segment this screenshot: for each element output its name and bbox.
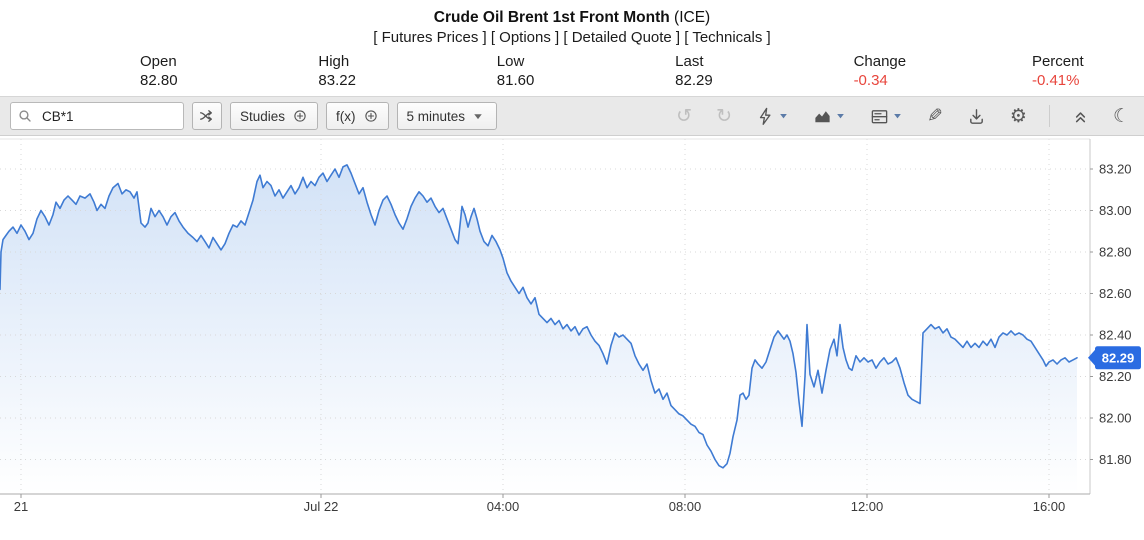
x-axis[interactable]: 21 Jul 22 04:00 08:00 12:00 16:00 (14, 494, 1066, 514)
studies-button-label: Studies (240, 108, 286, 124)
stat-last-label: Last (675, 53, 704, 70)
exchange-suffix: (ICE) (669, 9, 711, 26)
svg-text:83.20: 83.20 (1099, 162, 1132, 177)
dark-mode-moon-icon: ☾ (1112, 104, 1130, 127)
stat-change-value: -0.34 (853, 72, 888, 89)
stat-change-label: Change (853, 53, 907, 70)
svg-text:16:00: 16:00 (1033, 499, 1066, 514)
function-button-label: f(x) (336, 108, 356, 124)
plus-circle-icon (363, 108, 379, 124)
stat-percent-value: -0.41% (1031, 72, 1080, 89)
caret-down-icon (778, 112, 789, 120)
instrument-title: Crude Oil Brent 1st Front Month (ICE) (0, 8, 1144, 28)
chart-gridlines (0, 139, 1090, 494)
chart-type-icon (813, 107, 832, 126)
last-price-badge[interactable]: 82.29 (1088, 346, 1141, 370)
draw-pencil-icon: ✎ (926, 104, 943, 127)
svg-text:82.00: 82.00 (1099, 411, 1132, 426)
collapse-chevrons-icon (1072, 108, 1089, 125)
caret-down-icon (835, 112, 846, 120)
stat-open-value: 82.80 (140, 72, 178, 89)
stat-high-value: 83.22 (318, 72, 356, 89)
search-icon (17, 108, 34, 125)
events-lightning-icon (756, 107, 775, 126)
undo-icon: ↺ (676, 104, 693, 127)
svg-text:82.29: 82.29 (1102, 351, 1135, 366)
svg-text:83.00: 83.00 (1099, 203, 1132, 218)
settings-gear-icon: ⚙ (1009, 104, 1027, 127)
compare-button[interactable] (192, 102, 222, 130)
download-button[interactable] (955, 107, 998, 126)
stat-last: Last 82.29 (675, 52, 745, 90)
svg-text:82.40: 82.40 (1099, 328, 1132, 343)
quote-stats-row: Open 82.80 High 83.22 Low 81.60 Last 82.… (0, 48, 1144, 90)
stat-low-label: Low (496, 53, 525, 70)
undo-button[interactable]: ↺ (664, 104, 704, 127)
svg-text:21: 21 (14, 499, 28, 514)
caret-down-icon (892, 112, 903, 120)
svg-text:81.80: 81.80 (1099, 452, 1132, 467)
stat-percent: Percent -0.41% (1032, 52, 1102, 90)
toolbar-divider (1048, 105, 1050, 127)
redo-icon: ↻ (716, 104, 732, 127)
quote-header: Crude Oil Brent 1st Front Month (ICE) [ … (0, 0, 1144, 90)
svg-text:04:00: 04:00 (487, 499, 520, 514)
chart-toolbar: Studies f(x) 5 minutes ↺ (0, 96, 1144, 136)
plot-borders (0, 138, 1091, 495)
stat-high: High 83.22 (318, 52, 388, 90)
svg-text:82.20: 82.20 (1099, 369, 1132, 384)
dark-mode-button[interactable]: ☾ (1101, 104, 1132, 127)
price-area (0, 164, 1077, 494)
compare-shuffle-icon (198, 107, 216, 125)
chart-type-button[interactable] (801, 107, 858, 126)
layout-panels-icon (870, 107, 889, 126)
stat-change: Change -0.34 (854, 52, 924, 90)
toolbar-left-group: Studies f(x) 5 minutes (0, 102, 498, 130)
caret-down-icon (472, 112, 484, 121)
download-icon (967, 107, 986, 126)
stat-low-value: 81.60 (496, 72, 535, 89)
svg-text:08:00: 08:00 (669, 499, 702, 514)
price-line (0, 164, 1078, 469)
symbol-search-box[interactable] (10, 102, 184, 130)
function-button[interactable]: f(x) (326, 102, 389, 130)
quote-links[interactable]: [ Futures Prices ] [ Options ] [ Detaile… (373, 29, 771, 46)
svg-text:12:00: 12:00 (851, 499, 884, 514)
instrument-name: Crude Oil Brent 1st Front Month (433, 9, 670, 26)
svg-text:82.80: 82.80 (1099, 245, 1132, 260)
stat-high-label: High (318, 53, 350, 70)
symbol-search-input[interactable] (40, 107, 164, 125)
draw-button[interactable]: ✎ (915, 104, 955, 127)
svg-text:82.60: 82.60 (1099, 286, 1132, 301)
plus-circle-icon (292, 108, 308, 124)
stat-low: Low 81.60 (497, 52, 567, 90)
collapse-button[interactable] (1060, 108, 1101, 125)
toolbar-right-group: ↺ ↻ (664, 105, 1144, 127)
svg-text:Jul 22: Jul 22 (304, 499, 339, 514)
y-axis[interactable]: 83.20 83.00 82.80 82.60 82.40 82.20 82.00 81.80 (1090, 162, 1132, 468)
interval-select-label: 5 minutes (406, 108, 466, 124)
stat-open-label: Open (140, 53, 177, 70)
stat-open: Open 82.80 (140, 52, 210, 90)
studies-button[interactable]: Studies (230, 102, 319, 130)
interval-select[interactable]: 5 minutes (396, 102, 498, 130)
stat-last-value: 82.29 (675, 72, 713, 89)
price-chart[interactable]: 21 Jul 22 04:00 08:00 12:00 16:00 83.20 83.00 82… (0, 136, 1144, 524)
stat-percent-label: Percent (1031, 53, 1084, 70)
events-button[interactable] (744, 107, 801, 126)
settings-button[interactable]: ⚙ (998, 104, 1039, 127)
layout-panels-button[interactable] (858, 107, 915, 126)
redo-button[interactable]: ↻ (704, 104, 744, 127)
